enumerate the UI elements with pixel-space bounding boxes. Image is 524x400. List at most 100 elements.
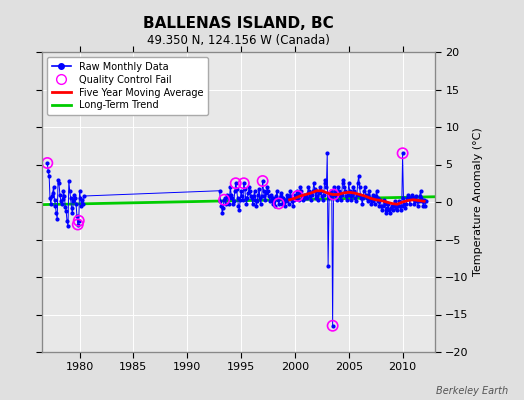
- Point: [326, 191, 334, 198]
- Point: [43, 160, 51, 166]
- Point: [358, 201, 366, 208]
- Point: [241, 185, 249, 192]
- Point: [60, 193, 69, 199]
- Point: [364, 191, 373, 198]
- Point: [386, 210, 394, 216]
- Point: [401, 205, 409, 211]
- Point: [329, 191, 337, 198]
- Point: [267, 195, 276, 202]
- Point: [267, 191, 275, 198]
- Point: [388, 206, 397, 213]
- Point: [404, 191, 412, 198]
- Point: [250, 188, 259, 194]
- Point: [64, 223, 72, 229]
- Point: [318, 193, 326, 199]
- Point: [416, 193, 424, 199]
- Point: [403, 195, 411, 202]
- Point: [303, 190, 312, 196]
- Point: [350, 188, 358, 194]
- Point: [279, 195, 288, 202]
- Point: [68, 205, 76, 211]
- Point: [394, 202, 402, 209]
- Point: [352, 197, 360, 204]
- Point: [384, 201, 392, 208]
- Point: [282, 191, 291, 198]
- Point: [233, 195, 242, 202]
- Point: [363, 195, 371, 202]
- Point: [282, 197, 290, 204]
- Point: [323, 150, 332, 156]
- Point: [316, 184, 324, 190]
- Point: [219, 205, 227, 211]
- Point: [329, 322, 337, 329]
- Point: [361, 184, 369, 190]
- Point: [390, 197, 399, 204]
- Point: [364, 197, 372, 204]
- Point: [270, 197, 278, 204]
- Point: [398, 202, 406, 209]
- Point: [342, 193, 350, 199]
- Point: [246, 188, 254, 194]
- Point: [70, 191, 79, 198]
- Point: [321, 176, 330, 183]
- Point: [324, 262, 332, 269]
- Point: [226, 184, 235, 190]
- Point: [51, 202, 60, 209]
- Point: [379, 202, 387, 209]
- Text: Berkeley Earth: Berkeley Earth: [436, 386, 508, 396]
- Point: [417, 195, 425, 202]
- Point: [257, 200, 265, 207]
- Point: [375, 202, 384, 209]
- Point: [54, 176, 62, 183]
- Point: [265, 193, 273, 199]
- Point: [223, 193, 232, 199]
- Point: [75, 188, 84, 194]
- Point: [229, 201, 237, 208]
- Point: [311, 195, 320, 202]
- Point: [278, 201, 287, 208]
- Point: [78, 196, 86, 203]
- Point: [310, 180, 318, 186]
- Point: [228, 195, 236, 202]
- Point: [417, 188, 425, 194]
- Point: [304, 184, 313, 190]
- Point: [421, 202, 429, 209]
- Point: [232, 180, 240, 186]
- Point: [339, 176, 347, 183]
- Point: [396, 202, 404, 209]
- Point: [314, 196, 322, 203]
- Point: [52, 210, 60, 216]
- Point: [420, 196, 428, 203]
- Point: [393, 206, 401, 213]
- Text: 49.350 N, 124.156 W (Canada): 49.350 N, 124.156 W (Canada): [147, 34, 330, 47]
- Point: [254, 191, 263, 198]
- Point: [221, 195, 229, 202]
- Point: [289, 202, 297, 209]
- Point: [362, 191, 370, 198]
- Point: [313, 193, 322, 199]
- Point: [365, 188, 374, 194]
- Point: [66, 188, 74, 194]
- Point: [283, 195, 292, 202]
- Point: [296, 190, 304, 196]
- Point: [355, 172, 363, 179]
- Point: [80, 193, 89, 199]
- Point: [315, 190, 323, 196]
- Point: [341, 188, 350, 194]
- Point: [413, 196, 421, 203]
- Point: [286, 193, 294, 199]
- Point: [287, 195, 296, 202]
- Point: [391, 201, 400, 208]
- Point: [319, 196, 327, 203]
- Point: [329, 322, 337, 329]
- Point: [224, 200, 233, 207]
- Point: [236, 196, 244, 203]
- Point: [67, 195, 75, 202]
- Point: [397, 206, 405, 213]
- Point: [57, 197, 65, 204]
- Point: [239, 180, 248, 186]
- Point: [252, 202, 260, 209]
- Point: [264, 188, 272, 194]
- Point: [395, 197, 403, 204]
- Point: [407, 195, 415, 202]
